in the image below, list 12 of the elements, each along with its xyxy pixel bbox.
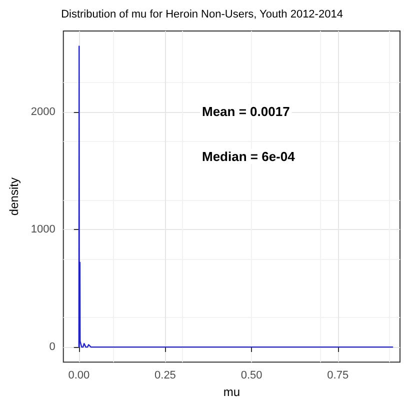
x-tick-label: 0.25 xyxy=(154,370,176,382)
x-tick-label: 0.50 xyxy=(240,370,262,382)
chart-title: Distribution of mu for Heroin Non-Users, Youth 2012-2014 xyxy=(61,8,343,20)
y-tick-label: 2000 xyxy=(30,106,56,118)
y-tick-label: 1000 xyxy=(30,224,56,236)
y-tick-label: 0 xyxy=(49,341,56,354)
x-tick-label: 0.00 xyxy=(68,370,90,382)
y-axis-title: density xyxy=(7,178,21,216)
x-tick-label: 0.75 xyxy=(327,370,349,382)
annotation: Mean = 0.0017 xyxy=(202,104,290,119)
x-axis-title: mu xyxy=(223,385,240,399)
annotation: Median = 6e-04 xyxy=(202,149,296,164)
